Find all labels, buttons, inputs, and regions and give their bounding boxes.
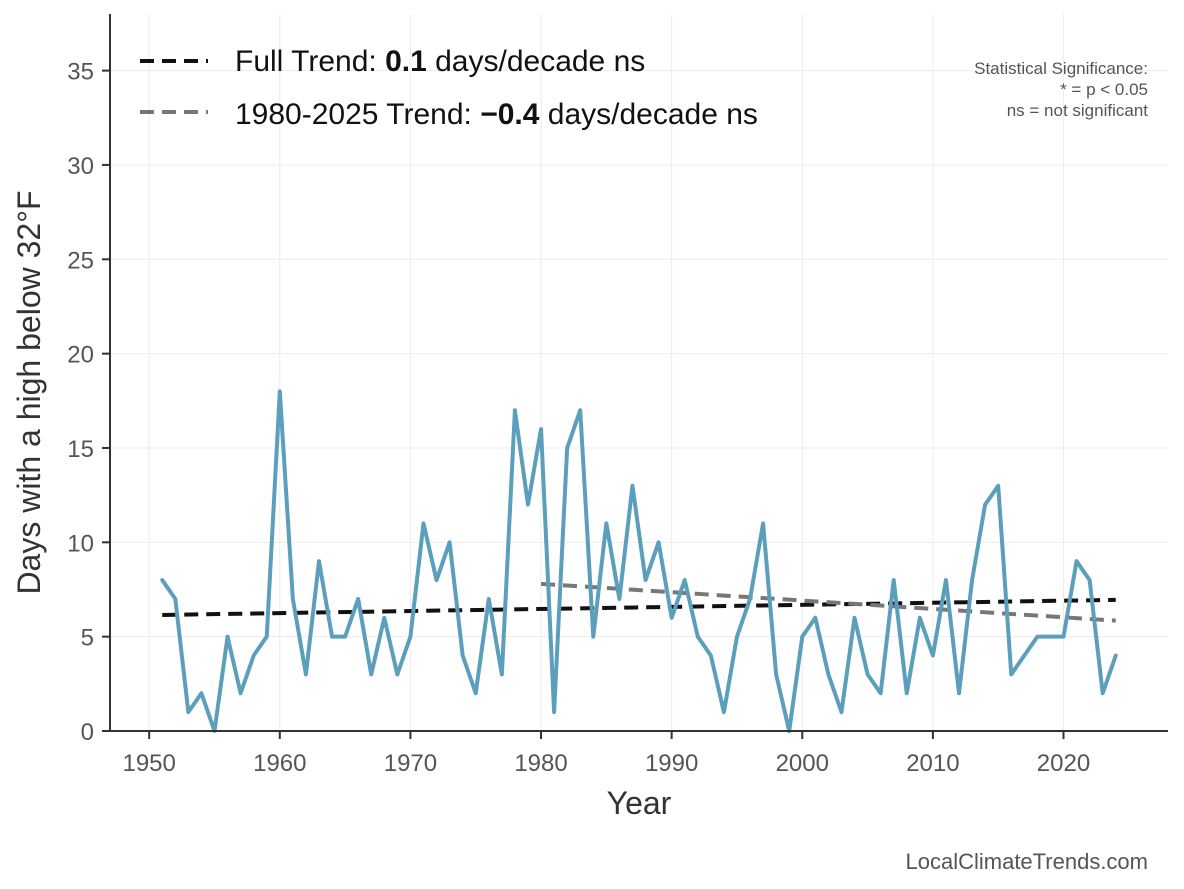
y-tick-label-20: 20 — [67, 342, 94, 369]
legend: Full Trend: 0.1 days/decade ns 1980-2025… — [140, 45, 758, 131]
y-tick-label-0: 0 — [81, 719, 94, 746]
x-tick-label-1970: 1970 — [384, 750, 437, 777]
y-tick-label-10: 10 — [67, 530, 94, 557]
y-ticks: 0 5 10 15 20 25 30 35 — [67, 59, 110, 746]
x-tick-label-2010: 2010 — [906, 750, 959, 777]
trend-lines — [162, 581, 1116, 623]
legend-label-full-trend-value: 0.1 — [385, 45, 427, 78]
legend-label-full-trend-suffix: days/decade ns — [427, 45, 645, 78]
credit-text: LocalClimateTrends.com — [906, 849, 1149, 874]
x-ticks: 1950 1960 1970 1980 1990 2000 2010 2020 — [122, 731, 1090, 777]
x-tick-label-2020: 2020 — [1037, 750, 1090, 777]
y-tick-label-15: 15 — [67, 436, 94, 463]
legend-label-recent-trend-value: −0.4 — [480, 98, 540, 131]
significance-note-ns: ns = not significant — [1007, 101, 1149, 120]
legend-label-recent-trend-suffix: days/decade ns — [539, 98, 757, 131]
legend-label-full-trend: Full Trend: 0.1 days/decade ns — [235, 45, 645, 78]
x-tick-label-1980: 1980 — [514, 750, 567, 777]
x-axis-title: Year — [607, 785, 672, 821]
x-tick-label-2000: 2000 — [776, 750, 829, 777]
x-tick-label-1960: 1960 — [253, 750, 306, 777]
grid-lines — [110, 14, 1168, 732]
x-tick-label-1950: 1950 — [122, 750, 175, 777]
significance-note: Statistical Significance: * = p < 0.05 n… — [974, 59, 1148, 120]
trend-line-full — [162, 597, 1116, 617]
legend-label-full-trend-prefix: Full Trend: — [235, 45, 385, 78]
series-line-0 — [160, 389, 1118, 733]
trend-line-1980-2025 — [540, 581, 1116, 623]
axes — [109, 14, 1168, 732]
y-axis-title: Days with a high below 32°F — [11, 190, 47, 594]
x-tick-label-1990: 1990 — [645, 750, 698, 777]
y-tick-label-35: 35 — [67, 59, 94, 86]
y-tick-label-30: 30 — [67, 153, 94, 180]
significance-note-p: * = p < 0.05 — [1060, 80, 1148, 99]
y-tick-label-25: 25 — [67, 247, 94, 274]
y-tick-label-5: 5 — [81, 625, 94, 652]
legend-label-recent-trend: 1980-2025 Trend: −0.4 days/decade ns — [235, 98, 758, 131]
legend-item-recent-trend: 1980-2025 Trend: −0.4 days/decade ns — [140, 98, 758, 131]
legend-label-recent-trend-prefix: 1980-2025 Trend: — [235, 98, 480, 131]
significance-note-title: Statistical Significance: — [974, 59, 1148, 78]
legend-item-full-trend: Full Trend: 0.1 days/decade ns — [140, 45, 645, 78]
data-series — [160, 389, 1118, 733]
